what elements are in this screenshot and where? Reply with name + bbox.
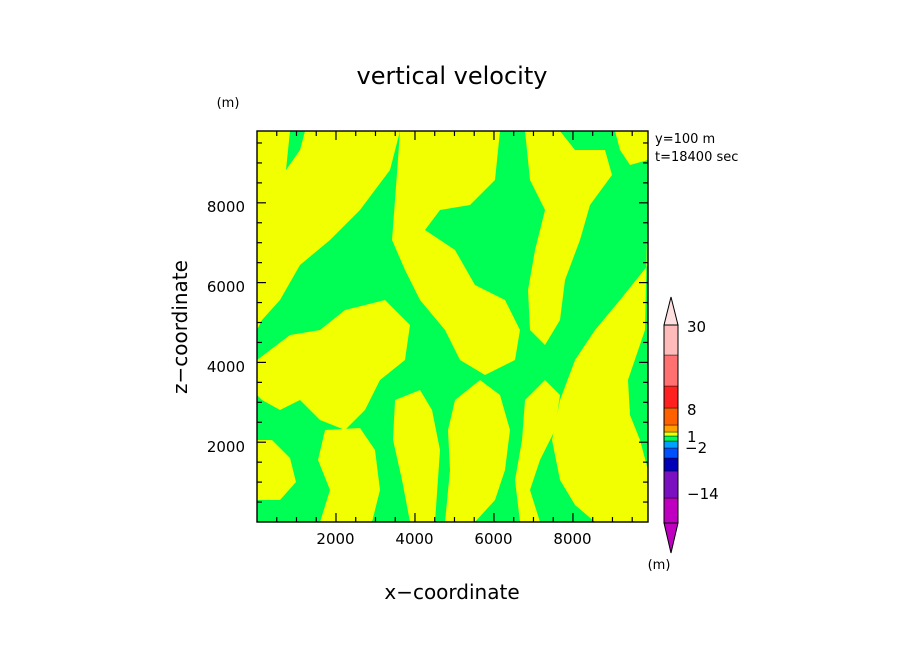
y-unit-label: (m) (217, 96, 240, 111)
colorbar-label-1: 1 (687, 428, 697, 446)
y-axis-label: z−coordinate (168, 260, 192, 394)
yellow-region-2 (318, 131, 372, 200)
colorbar-label-neg2: −2 (685, 439, 707, 457)
yellow-region-3 (392, 131, 520, 375)
colorbar-label-neg14: −14 (687, 485, 719, 503)
annotation-y-position: y=100 m (655, 132, 715, 147)
y-tick-label-6000: 6000 (207, 278, 245, 296)
yellow-contour-regions (257, 131, 648, 522)
x-axis-label: x−coordinate (384, 580, 519, 604)
yellow-region-1 (257, 131, 400, 330)
colorbar-bin (663, 440, 679, 449)
colorbar-label-8: 8 (687, 401, 697, 419)
colorbar-bin (663, 497, 679, 524)
x-tick-label-8000: 8000 (553, 530, 591, 548)
colorbar-lower-extension (663, 522, 679, 554)
colorbar-bin (663, 324, 679, 356)
colorbar-bin (663, 470, 679, 499)
yellow-region-12 (515, 380, 560, 522)
yellow-region-4 (525, 131, 612, 345)
plot-frame (256, 130, 649, 523)
x-tick-label-4000: 4000 (395, 530, 433, 548)
chart-title: vertical velocity (357, 62, 548, 90)
yellow-region-11 (445, 380, 510, 522)
colorbar-bin (663, 354, 679, 387)
colorbar-unit-label: (m) (648, 558, 671, 573)
colorbar-bin (663, 407, 679, 426)
y-tick-label-4000: 4000 (207, 358, 245, 376)
y-tick-label-2000: 2000 (207, 438, 245, 456)
yellow-region-8 (257, 440, 296, 500)
colorbar-bin (663, 424, 679, 433)
colorbar-bin (663, 385, 679, 409)
colorbar-label-30: 30 (687, 318, 706, 336)
x-tick-label-2000: 2000 (316, 530, 354, 548)
axis-ticks (257, 131, 648, 522)
yellow-region-5 (615, 131, 648, 165)
colorbar-bin (663, 435, 679, 442)
yellow-region-6 (552, 190, 648, 522)
colorbar (663, 296, 679, 554)
colorbar-upper-extension (663, 296, 679, 326)
yellow-region-10 (393, 390, 440, 522)
annotation-time: t=18400 sec (655, 150, 738, 165)
colorbar-bin (663, 457, 679, 472)
x-tick-label-6000: 6000 (474, 530, 512, 548)
plot-area (256, 130, 649, 523)
colorbar-frame (663, 324, 679, 524)
y-tick-label-8000: 8000 (207, 198, 245, 216)
yellow-region-7 (257, 300, 410, 430)
yellow-region-13 (600, 395, 630, 440)
colorbar-bin (663, 447, 679, 459)
colorbar-bin (663, 431, 679, 437)
yellow-region-9 (318, 428, 380, 522)
